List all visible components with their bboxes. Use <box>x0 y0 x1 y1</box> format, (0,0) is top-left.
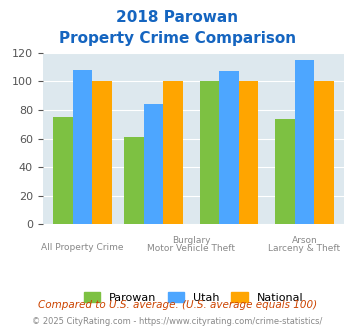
Bar <box>219 71 239 224</box>
Text: Property Crime Comparison: Property Crime Comparison <box>59 31 296 46</box>
Text: 2018 Parowan: 2018 Parowan <box>116 10 239 25</box>
Bar <box>295 60 314 224</box>
Text: © 2025 CityRating.com - https://www.cityrating.com/crime-statistics/: © 2025 CityRating.com - https://www.city… <box>32 317 323 326</box>
Bar <box>144 104 163 224</box>
Bar <box>239 82 258 224</box>
Text: Motor Vehicle Theft: Motor Vehicle Theft <box>147 245 235 253</box>
Bar <box>53 117 73 224</box>
Bar <box>314 82 334 224</box>
Bar <box>73 70 92 224</box>
Bar <box>275 118 295 224</box>
Text: Larceny & Theft: Larceny & Theft <box>268 245 340 253</box>
Bar <box>163 82 183 224</box>
Bar <box>92 82 112 224</box>
Bar <box>200 82 219 224</box>
Text: Arson: Arson <box>291 236 317 245</box>
Legend: Parowan, Utah, National: Parowan, Utah, National <box>78 286 309 308</box>
Text: All Property Crime: All Property Crime <box>41 243 124 252</box>
Text: Burglary: Burglary <box>172 236 211 245</box>
Bar <box>124 137 144 224</box>
Text: Compared to U.S. average. (U.S. average equals 100): Compared to U.S. average. (U.S. average … <box>38 300 317 310</box>
